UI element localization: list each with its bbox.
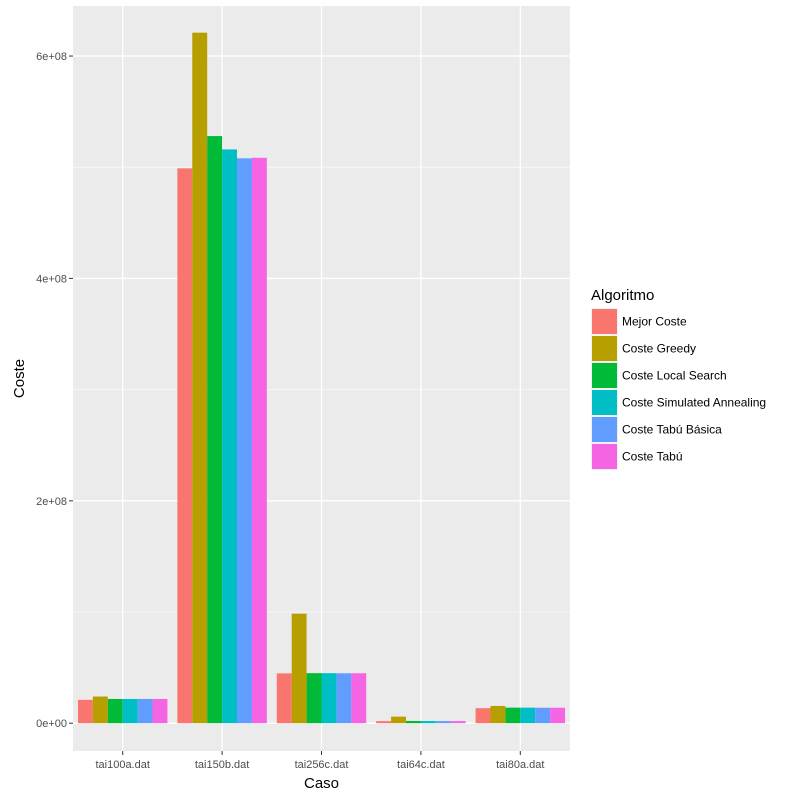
bar (435, 721, 451, 724)
legend-swatch (592, 417, 617, 442)
bars (77, 32, 566, 724)
bar (222, 149, 238, 724)
legend-title: Algoritmo (591, 287, 654, 304)
x-tick-label: tai80a.dat (496, 759, 544, 771)
x-axis: tai100a.dat tai150b.dat tai256c.dat tai64c.… (95, 751, 544, 771)
x-axis-title: Caso (304, 775, 339, 792)
legend-swatch (592, 390, 617, 415)
x-tick-label: tai256c.dat (295, 759, 349, 771)
legend-swatch (592, 336, 617, 361)
bar (475, 708, 491, 724)
bar (391, 716, 406, 724)
bar (207, 136, 223, 724)
bar (92, 696, 108, 724)
y-tick-label: 2e+08 (36, 496, 67, 508)
bar (177, 168, 193, 724)
gridlines (73, 6, 570, 751)
bar (520, 707, 536, 724)
legend-swatch (592, 444, 617, 469)
legend-label: Coste Greedy (622, 342, 696, 356)
bar (122, 698, 138, 724)
bar (77, 699, 93, 724)
bar (107, 698, 123, 724)
legend-label: Coste Local Search (622, 369, 727, 383)
bar (291, 613, 307, 724)
bar (251, 157, 267, 724)
x-tick-label: tai150b.dat (195, 759, 249, 771)
bar (306, 673, 322, 724)
bar (490, 705, 506, 724)
bar (321, 673, 337, 724)
y-tick-label: 6e+08 (36, 51, 67, 63)
y-tick-label: 0e+00 (36, 718, 67, 730)
legend-label: Coste Tabú (622, 450, 683, 464)
x-tick-label: tai64c.dat (397, 759, 445, 771)
legend: Algoritmo Mejor Coste Coste Greedy Coste L… (591, 287, 766, 470)
y-tick-label: 4e+08 (36, 273, 67, 285)
legend-label: Coste Tabú Básica (622, 423, 722, 437)
bar (152, 698, 168, 724)
bar (192, 32, 208, 724)
bar (550, 707, 566, 724)
bar (420, 720, 436, 724)
y-axis-title: Coste (11, 359, 28, 398)
x-tick-label: tai100a.dat (95, 759, 149, 771)
bar (336, 673, 352, 724)
bar (405, 720, 421, 724)
y-axis: 0e+00 2e+08 4e+08 6e+08 (36, 51, 73, 730)
bar (535, 707, 551, 724)
bar (237, 158, 252, 724)
legend-swatch (592, 363, 617, 388)
bar (276, 673, 292, 724)
bar (505, 707, 521, 724)
legend-label: Coste Simulated Annealing (622, 396, 766, 410)
legend-label: Mejor Coste (622, 315, 687, 329)
bar (450, 721, 466, 724)
bar (351, 673, 367, 724)
legend-swatch (592, 309, 617, 334)
bar (137, 698, 153, 724)
bar (376, 721, 392, 724)
